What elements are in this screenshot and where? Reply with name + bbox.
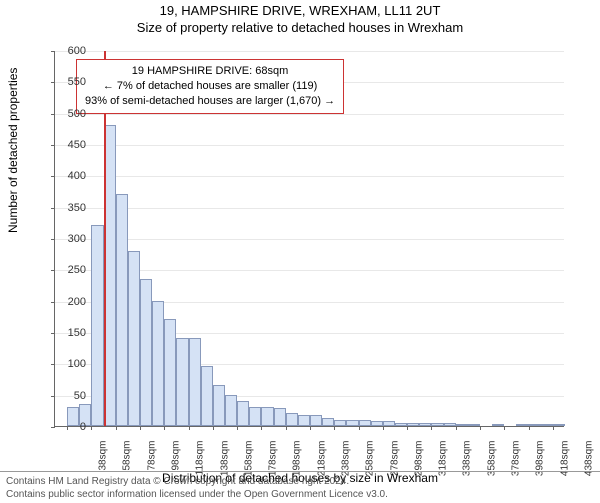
annotation-line-2: ← 7% of detached houses are smaller (119… xyxy=(85,79,335,94)
y-tick-label: 50 xyxy=(52,390,86,402)
histogram-bar xyxy=(395,423,407,426)
histogram-bar xyxy=(91,225,103,426)
y-tick-label: 400 xyxy=(52,170,86,182)
histogram-bar xyxy=(176,338,188,426)
annotation-line-1: 19 HAMPSHIRE DRIVE: 68sqm xyxy=(85,64,335,79)
footer-attribution: Contains HM Land Registry data © Crown c… xyxy=(0,471,600,503)
histogram-bar xyxy=(444,423,456,426)
x-tick-mark xyxy=(456,426,457,430)
histogram-bar xyxy=(164,319,176,426)
y-tick-label: 250 xyxy=(52,264,86,276)
annotation-line-3: 93% of semi-detached houses are larger (… xyxy=(85,94,335,109)
y-tick-label: 600 xyxy=(52,45,86,57)
histogram-bar xyxy=(116,194,128,426)
x-tick-mark xyxy=(91,426,92,430)
x-tick-mark xyxy=(164,426,165,430)
histogram-bar xyxy=(407,423,419,426)
histogram-bar xyxy=(383,421,395,426)
x-tick-mark xyxy=(286,426,287,430)
x-tick-mark xyxy=(359,426,360,430)
annotation-box: 19 HAMPSHIRE DRIVE: 68sqm ← 7% of detach… xyxy=(76,59,344,114)
grid-line xyxy=(55,51,564,52)
histogram-bar xyxy=(237,401,249,426)
y-tick-label: 350 xyxy=(52,202,86,214)
histogram-bar xyxy=(371,421,383,426)
y-tick-label: 100 xyxy=(52,358,86,370)
x-tick-mark xyxy=(261,426,262,430)
y-tick-label: 450 xyxy=(52,139,86,151)
y-tick-label: 300 xyxy=(52,233,86,245)
x-tick-mark xyxy=(310,426,311,430)
footer-line-2: Contains public sector information licen… xyxy=(6,488,594,501)
histogram-bar xyxy=(334,420,346,426)
x-tick-mark xyxy=(431,426,432,430)
x-tick-mark xyxy=(189,426,190,430)
x-tick-mark xyxy=(116,426,117,430)
histogram-bar xyxy=(128,251,140,426)
grid-line xyxy=(55,114,564,115)
histogram-bar xyxy=(553,424,565,426)
histogram-bar xyxy=(310,415,322,426)
y-tick-label: 150 xyxy=(52,327,86,339)
histogram-bar xyxy=(298,415,310,426)
x-tick-mark xyxy=(383,426,384,430)
histogram-bar xyxy=(516,424,528,426)
y-tick-label: 200 xyxy=(52,296,86,308)
histogram-bar xyxy=(541,424,553,426)
x-tick-mark xyxy=(504,426,505,430)
y-tick-label: 0 xyxy=(52,421,86,433)
x-tick-mark xyxy=(553,426,554,430)
histogram-bar xyxy=(140,279,152,426)
histogram-bar xyxy=(431,423,443,426)
x-tick-mark xyxy=(140,426,141,430)
x-tick-mark xyxy=(480,426,481,430)
histogram-bar xyxy=(286,413,298,426)
histogram-bar xyxy=(189,338,201,426)
grid-line xyxy=(55,208,564,209)
histogram-bar xyxy=(274,408,286,426)
histogram-bar xyxy=(346,420,358,426)
x-tick-mark xyxy=(334,426,335,430)
y-tick-label: 500 xyxy=(52,108,86,120)
x-tick-mark xyxy=(529,426,530,430)
histogram-bar xyxy=(152,301,164,426)
histogram-bar xyxy=(261,407,273,426)
histogram-bar xyxy=(419,423,431,426)
histogram-bar xyxy=(529,424,541,426)
histogram-bar xyxy=(492,424,504,426)
histogram-bar xyxy=(322,418,334,426)
histogram-bar xyxy=(201,366,213,426)
histogram-bar xyxy=(359,420,371,426)
page-subtitle: Size of property relative to detached ho… xyxy=(0,20,600,35)
y-tick-label: 550 xyxy=(52,76,86,88)
footer-line-1: Contains HM Land Registry data © Crown c… xyxy=(6,475,594,488)
x-tick-mark xyxy=(213,426,214,430)
page-title: 19, HAMPSHIRE DRIVE, WREXHAM, LL11 2UT xyxy=(0,3,600,18)
histogram-bar xyxy=(213,385,225,426)
histogram-bar xyxy=(468,424,480,426)
grid-line xyxy=(55,176,564,177)
histogram-bar xyxy=(456,424,468,426)
histogram-bar xyxy=(249,407,261,426)
x-tick-mark xyxy=(237,426,238,430)
x-tick-mark xyxy=(407,426,408,430)
grid-line xyxy=(55,145,564,146)
grid-line xyxy=(55,239,564,240)
histogram-bar xyxy=(225,395,237,426)
y-axis-label: Number of detached properties xyxy=(6,68,20,233)
histogram-chart: 38sqm58sqm78sqm98sqm118sqm138sqm158sqm17… xyxy=(54,51,564,427)
